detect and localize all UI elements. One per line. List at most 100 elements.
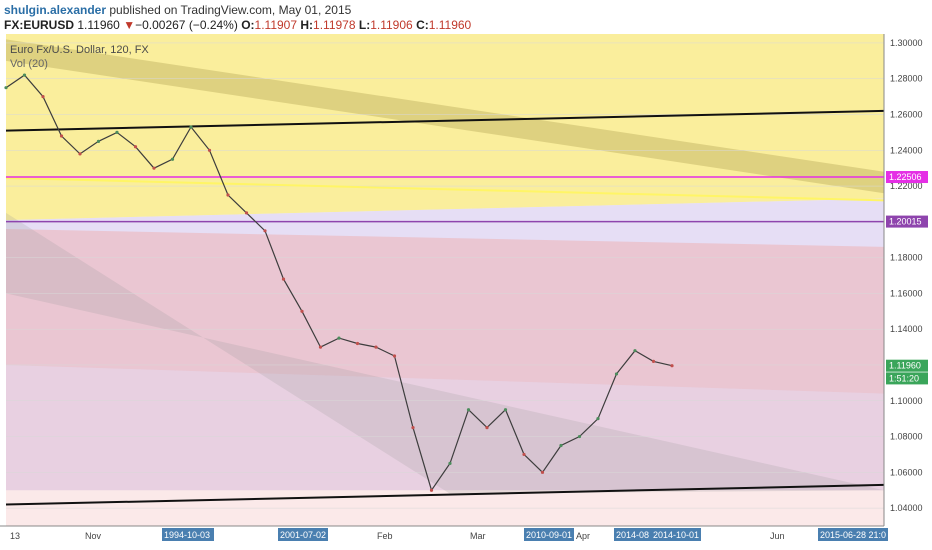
price-tick-label: 1.22000 <box>890 181 923 191</box>
price-tick-label: 1.24000 <box>890 145 923 155</box>
price-label-box <box>886 372 928 385</box>
price-point <box>4 86 8 90</box>
price-point <box>374 345 378 349</box>
price-point <box>411 426 415 430</box>
low-value: 1.11906 <box>370 18 413 32</box>
open-value: 1.11907 <box>254 18 298 32</box>
price-change: −0.00267 (−0.24%) <box>135 18 238 32</box>
price-label-text: 1.22506 <box>889 172 922 182</box>
price-point <box>152 166 156 170</box>
price-point <box>244 211 249 215</box>
price-point <box>429 488 434 492</box>
author-link[interactable]: shulgin.alexander <box>4 3 107 17</box>
time-tick-label: Apr <box>576 531 590 541</box>
price-point <box>133 145 138 149</box>
price-point <box>318 345 323 349</box>
price-tick-label: 1.18000 <box>890 253 923 263</box>
last-price: 1.11960 <box>77 18 120 32</box>
series-title[interactable]: Euro Fx/U.S. Dollar, 120, FX <box>10 44 149 56</box>
lower-channel-line <box>5 483 885 506</box>
price-point <box>263 229 267 233</box>
price-point <box>633 349 637 353</box>
price-label-text: 1.20015 <box>889 217 922 227</box>
price-tick-label: 1.04000 <box>890 503 923 513</box>
price-point <box>281 277 286 281</box>
chart-area[interactable]: 1.30000 1.28000 1.26000 1.24000 1.22000 1.200… <box>0 34 932 550</box>
symbol-header: FX:EURUSD 1.11960 ▼−0.00267 (−0.24%) O:1… <box>4 17 471 33</box>
date-label-text: 1994-10-03 <box>164 530 210 540</box>
price-tick-label: 1.08000 <box>890 432 923 442</box>
price-point <box>22 73 27 77</box>
date-label-text: 2014-10-01 <box>653 530 699 540</box>
date-label-box <box>524 528 574 541</box>
price-point <box>170 157 175 161</box>
red-zone <box>6 229 884 394</box>
price-point <box>670 364 674 368</box>
date-label-box <box>162 528 214 541</box>
yellow-line <box>5 177 885 202</box>
down-arrow-icon: ▼ <box>123 18 136 32</box>
price-point <box>226 193 230 197</box>
trend-lines <box>5 109 885 506</box>
price-tick-label: 1.26000 <box>890 110 923 120</box>
drawing-zones <box>6 34 884 526</box>
purple-zone <box>6 198 884 491</box>
price-tick-label: 1.10000 <box>890 396 923 406</box>
price-tick-label: 1.30000 <box>890 38 923 48</box>
date-label-text: 2014-08 <box>616 530 649 540</box>
price-point <box>392 354 397 358</box>
price-point <box>115 130 119 134</box>
price-point <box>448 461 452 465</box>
price-point <box>485 426 489 430</box>
published-text: published on TradingView.com, May 01, 20… <box>109 3 352 17</box>
light-red-zone <box>6 364 884 526</box>
price-label-text: 1:51:20 <box>889 373 919 383</box>
price-tick-label: 1.06000 <box>890 467 923 477</box>
olive-wedge <box>6 39 884 194</box>
high-value: 1.11978 <box>313 18 356 32</box>
yellow-zone <box>6 34 884 221</box>
open-label: O: <box>241 18 255 32</box>
date-label-box <box>651 528 701 541</box>
price-point <box>577 434 582 439</box>
high-label: H: <box>300 18 314 32</box>
time-tick-label: Feb <box>377 531 393 541</box>
price-point <box>355 341 360 346</box>
price-label-text: 1.11960 <box>889 361 921 371</box>
price-point <box>614 372 619 376</box>
grey-wedge <box>6 212 884 494</box>
price-tick-label: 1.28000 <box>890 74 923 84</box>
price-point <box>337 336 341 340</box>
price-tick-label: 1.14000 <box>890 324 923 334</box>
close-label: C: <box>416 18 429 32</box>
price-point <box>522 452 526 457</box>
upper-channel-line <box>5 109 885 132</box>
publication-header: shulgin.alexander published on TradingVi… <box>4 2 351 18</box>
price-point <box>559 443 563 448</box>
time-tick-label: Mar <box>470 531 486 541</box>
price-series <box>4 73 674 492</box>
price-point <box>503 408 508 412</box>
price-point <box>651 359 656 364</box>
price-point <box>59 134 64 138</box>
time-axis-bg <box>0 526 884 550</box>
price-point <box>41 95 45 99</box>
price-axis: 1.30000 1.28000 1.26000 1.24000 1.22000 1.200… <box>883 34 932 550</box>
date-label-box <box>278 528 328 541</box>
price-point <box>189 125 193 129</box>
date-label-text: 2010-09-01 <box>526 530 572 540</box>
price-chart[interactable]: 1.30000 1.28000 1.26000 1.24000 1.22000 1.200… <box>0 34 932 550</box>
date-label-text: 2015-06-28 21:0 <box>820 530 886 540</box>
price-point <box>96 139 101 143</box>
price-point <box>78 152 82 156</box>
time-tick-label: Jun <box>770 531 785 541</box>
price-label-box <box>886 171 928 184</box>
price-point <box>466 408 471 412</box>
price-label-box <box>886 359 928 372</box>
price-point <box>300 309 304 313</box>
close-value: 1.11960 <box>428 18 472 32</box>
time-tick-label: 13 <box>10 531 20 541</box>
price-point <box>540 470 545 474</box>
volume-indicator-label[interactable]: Vol (20) <box>10 58 48 70</box>
date-label-text: 2001-07-02 <box>280 530 326 540</box>
